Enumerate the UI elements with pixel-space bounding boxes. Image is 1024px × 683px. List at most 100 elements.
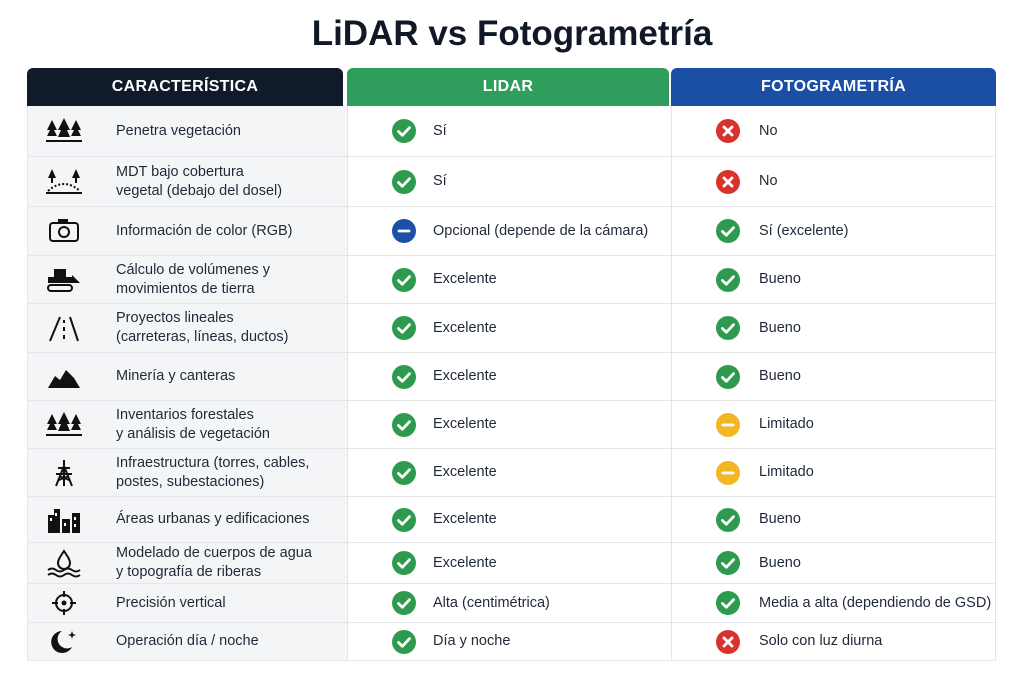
cell-text: Sí (433, 173, 447, 189)
cell-text: Información de color (RGB) (116, 222, 292, 241)
header-feature: CARACTERÍSTICA (27, 68, 343, 106)
foto-cell: Solo con luz diurna (671, 623, 996, 661)
cell-text: Bueno (759, 271, 801, 287)
status-icon (392, 119, 416, 143)
status-icon (716, 591, 740, 615)
feature-cell: Información de color (RGB) (27, 207, 347, 256)
header-foto: FOTOGRAMETRÍA (671, 68, 996, 106)
feature-icon (47, 268, 80, 292)
cell-text: Excelente (433, 511, 497, 527)
feature-icon (49, 316, 79, 342)
cell-text: Solo con luz diurna (759, 633, 883, 649)
lidar-cell: Alta (centimétrica) (347, 584, 671, 623)
cell-text: Excelente (433, 271, 497, 287)
feature-icon (46, 168, 82, 194)
cell-text: Sí (433, 122, 447, 139)
feature-icon (49, 219, 79, 242)
foto-cell: Bueno (671, 497, 996, 543)
feature-cell: Inventarios forestales y análisis de vege… (27, 401, 347, 449)
feature-icon (48, 508, 80, 533)
status-icon (392, 364, 416, 389)
feature-icon (55, 459, 73, 486)
cell-text: Sí (excelente) (759, 222, 849, 239)
text-line: Inventarios forestales (116, 406, 254, 423)
text-line: Operación día / noche (116, 633, 259, 649)
lidar-cell: Excelente (347, 497, 671, 543)
feature-cell: Penetra vegetación (27, 106, 347, 157)
cell-text: Excelente (433, 464, 497, 480)
text-line: movimientos de tierra (116, 280, 255, 297)
header-lidar: LIDAR (347, 68, 669, 106)
cell-text: Operación día / noche (116, 632, 259, 651)
title: LiDAR vs Fotogrametría (311, 14, 713, 53)
cell-text: Bueno (759, 511, 801, 527)
lidar-cell: Excelente (347, 256, 671, 304)
status-icon (716, 412, 740, 437)
status-icon (716, 460, 740, 485)
cell-text: Opcional (depende de la cámara) (433, 222, 649, 239)
feature-icon (46, 118, 82, 142)
foto-cell: No (671, 157, 996, 207)
foto-cell: Sí (excelente) (671, 207, 996, 256)
status-icon (392, 316, 416, 340)
status-icon (392, 507, 416, 532)
text-line: Información de color (RGB) (116, 222, 293, 239)
feature-icon (46, 411, 82, 436)
feature-icon (48, 369, 80, 388)
status-icon (392, 219, 416, 243)
lidar-cell: Sí (347, 106, 671, 157)
cell-text: Excelente (433, 368, 497, 384)
text-line: postes, subestaciones) (116, 473, 265, 490)
text-line: Modelado de cuerpos de agua (116, 545, 312, 561)
cell-text: Minería y canteras (116, 367, 235, 386)
feature-cell: Proyectos lineales (carreteras, líneas, d… (27, 304, 347, 353)
feature-icon (52, 591, 76, 615)
foto-cell: Bueno (671, 304, 996, 353)
lidar-cell: Excelente (347, 353, 671, 401)
text-line: Infraestructura (torres, cables, (116, 454, 310, 471)
feature-cell: Cálculo de volúmenes y movimientos de tie… (27, 256, 347, 304)
text-line: Penetra vegetación (116, 122, 241, 139)
cell-text: Alta (centimétrica) (433, 594, 550, 611)
lidar-cell: Excelente (347, 543, 671, 584)
status-icon (716, 119, 740, 143)
feature-cell: Modelado de cuerpos de agua y topografía … (27, 543, 347, 584)
status-icon (392, 169, 416, 194)
lidar-cell: Excelente (347, 449, 671, 497)
cell-text: No (759, 122, 778, 139)
status-icon (716, 507, 740, 532)
foto-cell: No (671, 106, 996, 157)
cell-text: Áreas urbanas y edificaciones (116, 510, 309, 529)
text-line: MDT bajo cobertura (116, 163, 244, 180)
text-line: Precisión vertical (116, 594, 226, 611)
feature-icon (51, 630, 76, 653)
cell-text: MDT bajo cobertura vegetal (debajo del do… (116, 163, 282, 201)
status-icon (716, 316, 740, 340)
text-line: (carreteras, líneas, ductos) (116, 329, 289, 345)
cell-text: No (759, 173, 778, 189)
lidar-cell: Excelente (347, 304, 671, 353)
status-icon (716, 551, 740, 575)
text-line: Áreas urbanas y edificaciones (116, 511, 310, 527)
cell-text: Día y noche (433, 633, 511, 649)
status-icon (716, 219, 740, 243)
cell-text: Inventarios forestales y análisis de vege… (116, 406, 270, 444)
feature-cell: Minería y canteras (27, 353, 347, 401)
text-line: y topografía de riberas (116, 564, 262, 580)
status-icon (716, 364, 740, 389)
feature-icon (47, 549, 81, 578)
feature-cell: Infraestructura (torres, cables, postes, … (27, 449, 347, 497)
cell-text: Bueno (759, 368, 801, 384)
feature-cell: Operación día / noche (27, 623, 347, 661)
feature-cell: Precisión vertical (27, 584, 347, 623)
lidar-cell: Sí (347, 157, 671, 207)
text-line: Cálculo de volúmenes y (116, 261, 270, 278)
foto-cell: Media a alta (dependiendo de GSD) (671, 584, 996, 623)
cell-text: Media a alta (dependiendo de GSD) (759, 594, 992, 611)
status-icon (392, 412, 416, 437)
lidar-cell: Día y noche (347, 623, 671, 661)
cell-text: Excelente (433, 554, 497, 571)
cell-text: Excelente (433, 319, 497, 336)
feature-cell: MDT bajo cobertura vegetal (debajo del do… (27, 157, 347, 207)
